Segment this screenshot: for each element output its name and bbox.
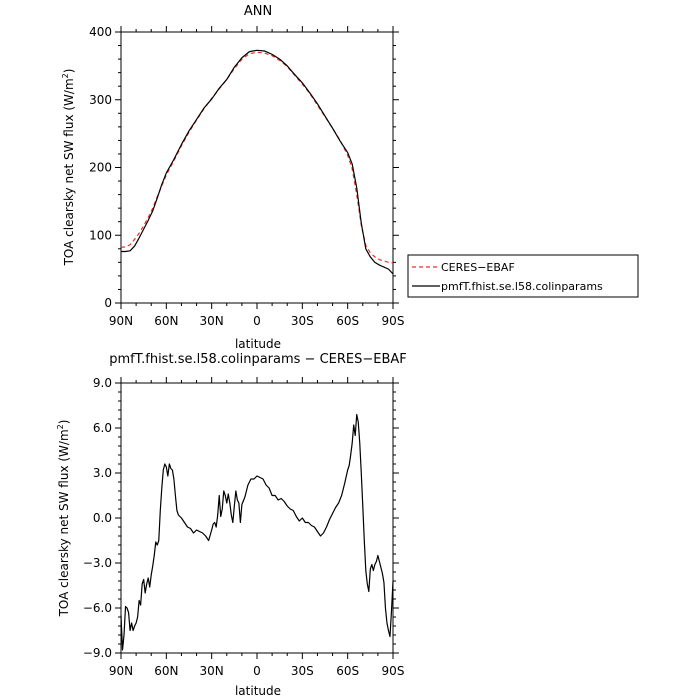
panel-bottom: pmfT.fhist.se.l58.colinparams − CERES−EB…	[56, 352, 407, 698]
series-line-ceres-ebaf	[120, 51, 394, 264]
x-tick-label: 60S	[336, 664, 359, 678]
top-series	[120, 49, 394, 275]
y-tick-label: 0	[104, 296, 112, 310]
bottom-plot-frame	[120, 382, 394, 654]
y-tick-label: 400	[89, 25, 112, 39]
bottom-y-ticks: −9.0 −6.0 −3.0 0.0 3.0 6.0 9.0	[83, 376, 399, 660]
y-tick-label: 300	[89, 93, 112, 107]
y-tick-label: −6.0	[83, 601, 112, 615]
x-tick-label: 30N	[200, 664, 224, 678]
bottom-x-axis-label: latitude	[235, 684, 281, 698]
bottom-x-ticks: 90N 60N 30N 0 30S 60S 90S	[109, 377, 405, 678]
y-tick-label: −9.0	[83, 646, 112, 660]
x-tick-label: 60S	[336, 314, 359, 328]
top-y-axis-label: TOA clearsky net SW flux (W/m2)	[61, 69, 76, 267]
series-line-difference	[120, 413, 394, 651]
y-tick-label: 0.0	[93, 511, 112, 525]
x-tick-label: 30N	[200, 314, 224, 328]
x-tick-label: 90S	[382, 314, 405, 328]
legend-label-model: pmfT.fhist.se.l58.colinparams	[441, 280, 603, 293]
x-tick-label: 90N	[109, 664, 133, 678]
bottom-chart-title: pmfT.fhist.se.l58.colinparams − CERES−EB…	[109, 352, 407, 367]
bottom-series	[120, 413, 394, 651]
legend-label-ceres: CERES−EBAF	[441, 261, 515, 274]
x-tick-label: 30S	[291, 314, 314, 328]
y-tick-label: −3.0	[83, 556, 112, 570]
legend-box	[407, 254, 639, 298]
plot-area-border	[120, 382, 394, 654]
y-tick-label: 100	[89, 228, 112, 242]
bottom-y-axis-label: TOA clearsky net SW flux (W/m2)	[56, 420, 71, 618]
top-chart-title: ANN	[244, 4, 272, 19]
y-tick-label: 200	[89, 161, 112, 175]
legend: CERES−EBAF pmfT.fhist.se.l58.colinparams	[407, 254, 639, 298]
x-tick-label: 0	[253, 664, 261, 678]
x-tick-label: 60N	[154, 314, 178, 328]
x-tick-label: 90S	[382, 664, 405, 678]
panel-top: ANN 90N 60N 30N 0 30S 60S 90S 0 100 200 300 400 la…	[61, 4, 639, 351]
x-tick-label: 0	[253, 314, 261, 328]
top-y-ticks: 0 100 200 300 400	[89, 25, 399, 310]
y-tick-label: 3.0	[93, 466, 112, 480]
top-x-ticks: 90N 60N 30N 0 30S 60S 90S	[109, 26, 405, 328]
series-line-pmft-fhist-se-l58-colinparams	[121, 49, 394, 275]
y-tick-label: 6.0	[93, 421, 112, 435]
x-tick-label: 30S	[291, 664, 314, 678]
x-tick-label: 90N	[109, 314, 133, 328]
y-tick-label: 9.0	[93, 376, 112, 390]
top-x-axis-label: latitude	[235, 337, 281, 351]
x-tick-label: 60N	[154, 664, 178, 678]
